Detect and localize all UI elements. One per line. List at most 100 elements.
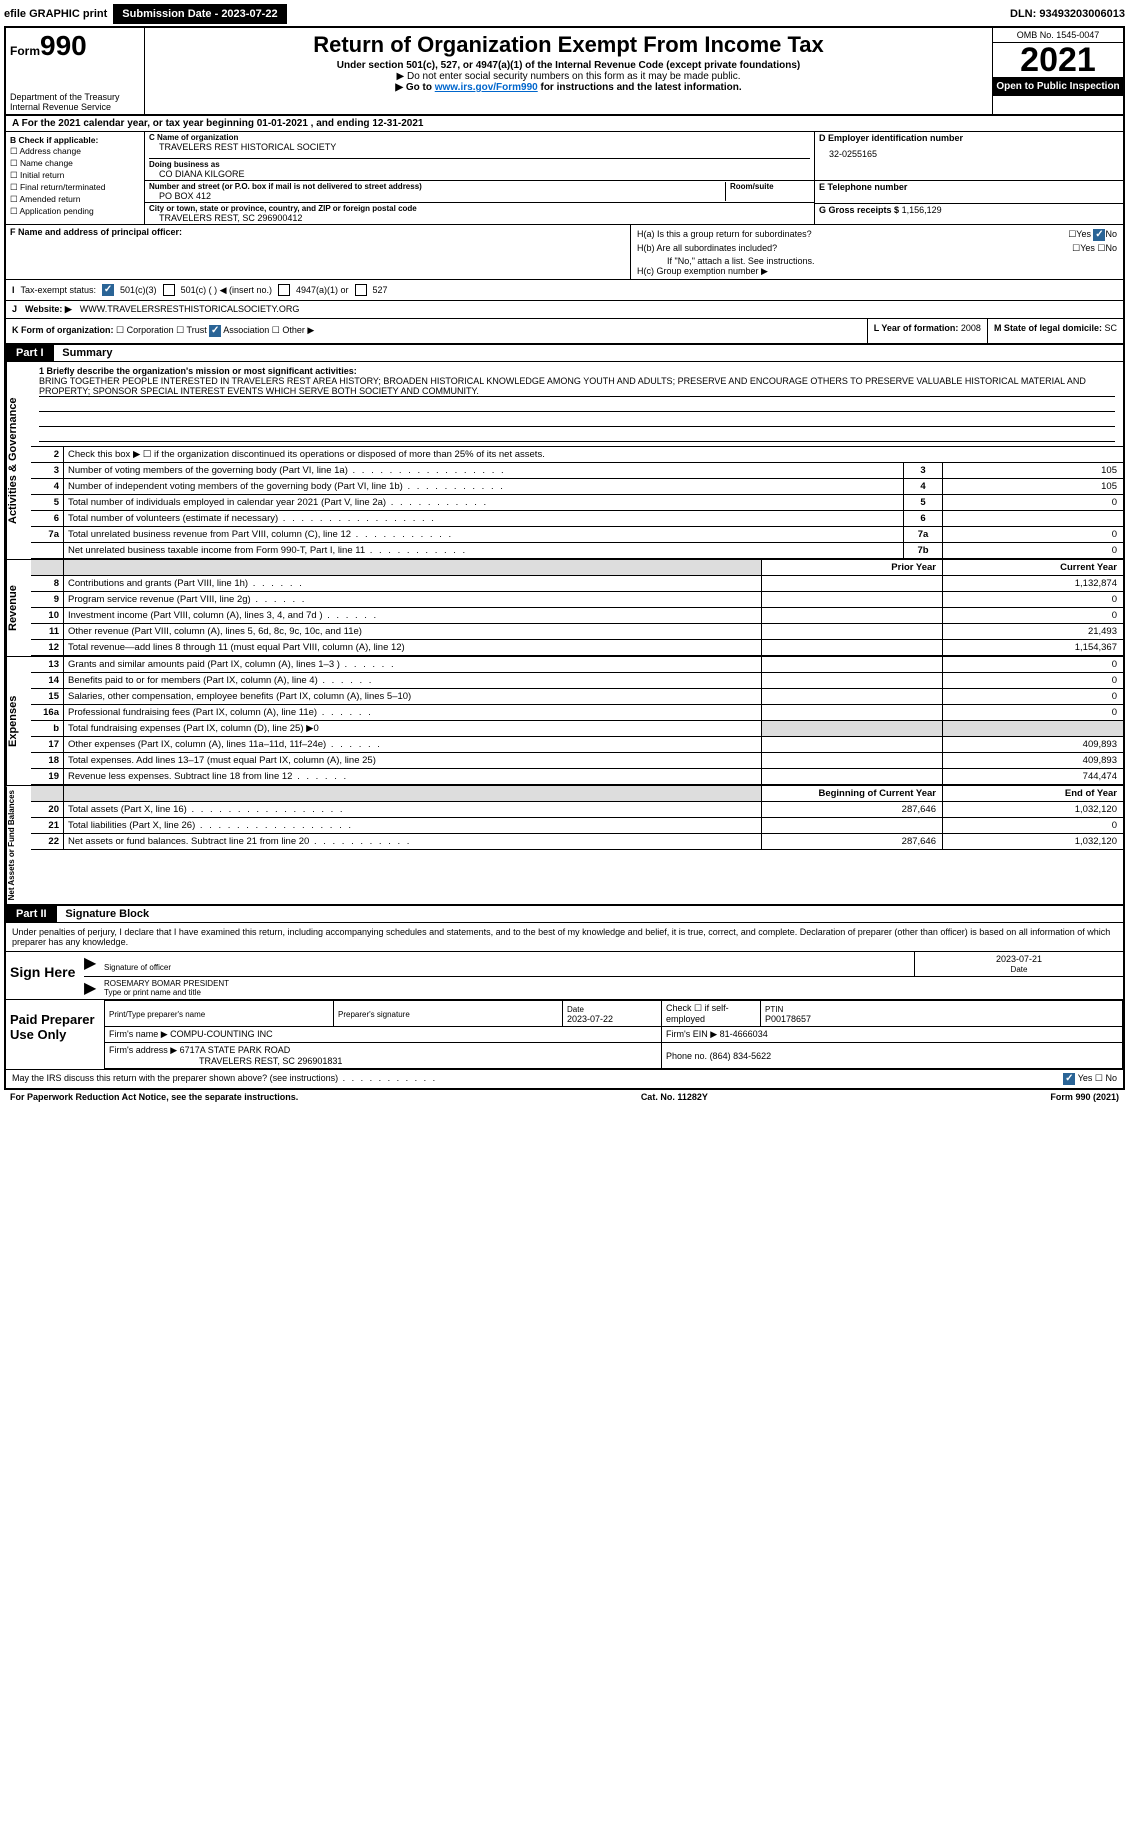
opt-527: 527 <box>373 285 388 295</box>
h-a-label: H(a) Is this a group return for subordin… <box>637 229 812 241</box>
opt-corp: Corporation <box>127 325 174 335</box>
self-employed-cell[interactable]: Check ☐ if self-employed <box>662 1001 761 1027</box>
checked-icon: ✓ <box>1093 229 1105 241</box>
ein-value: 32-0255165 <box>819 143 1119 159</box>
top-bar: efile GRAPHIC print Submission Date - 20… <box>4 4 1125 24</box>
h-b-label: H(b) Are all subordinates included? <box>637 243 777 254</box>
room-label: Room/suite <box>730 182 810 191</box>
opt-other: Other ▶ <box>282 325 314 335</box>
irs-link[interactable]: www.irs.gov/Form990 <box>435 82 538 93</box>
form-header: Form990 Department of the Treasury Inter… <box>6 28 1123 116</box>
unchecked-icon[interactable] <box>355 284 367 296</box>
footer: For Paperwork Reduction Act Notice, see … <box>4 1090 1125 1104</box>
end-year-header: End of Year <box>943 786 1124 802</box>
part1-badge: Part I <box>6 345 54 361</box>
form-title: Return of Organization Exempt From Incom… <box>151 32 986 58</box>
line-21-text: Total liabilities (Part X, line 26) <box>68 820 353 831</box>
ssn-note: ▶ Do not enter social security numbers o… <box>151 71 986 82</box>
preparer-date-cell: Date2023-07-22 <box>563 1001 662 1027</box>
opt-501c3: 501(c)(3) <box>120 285 157 295</box>
goto-post: for instructions and the latest informat… <box>538 82 742 93</box>
line-17-text: Other expenses (Part IX, column (A), lin… <box>68 739 382 750</box>
opt-4947: 4947(a)(1) or <box>296 285 349 295</box>
chk-initial-return[interactable]: Initial return <box>10 170 140 181</box>
chk-name-change[interactable]: Name change <box>10 158 140 169</box>
opt-trust: Trust <box>187 325 207 335</box>
cat-no: Cat. No. 11282Y <box>641 1092 708 1102</box>
ptin-cell: PTINP00178657 <box>761 1001 1123 1027</box>
netassets-table: Beginning of Current YearEnd of Year 20T… <box>31 786 1123 850</box>
city-value: TRAVELERS REST, SC 296900412 <box>149 213 810 223</box>
governance-label: Activities & Governance <box>6 362 31 559</box>
paid-preparer-row: Paid Preparer Use Only Print/Type prepar… <box>6 999 1123 1069</box>
column-b-checkboxes: B Check if applicable: Address change Na… <box>6 132 145 224</box>
street-label: Number and street (or P.O. box if mail i… <box>149 182 725 191</box>
h-b-answer: ☐Yes ☐No <box>1072 243 1117 254</box>
submission-date-button[interactable]: Submission Date - 2023-07-22 <box>113 4 286 24</box>
signature-field[interactable]: Signature of officer <box>100 952 914 976</box>
opt-501c: 501(c) ( ) ◀ (insert no.) <box>181 285 272 296</box>
mission-text: BRING TOGETHER PEOPLE INTERESTED IN TRAV… <box>39 376 1115 397</box>
part1-title: Summary <box>56 347 112 359</box>
opt-assoc: Association <box>223 325 269 335</box>
j-label: J <box>12 304 17 315</box>
expenses-table: 13Grants and similar amounts paid (Part … <box>31 657 1123 785</box>
street-value: PO BOX 412 <box>149 191 725 201</box>
sign-date: 2023-07-21Date <box>914 952 1123 976</box>
chk-final-return[interactable]: Final return/terminated <box>10 182 140 193</box>
form-number: 990 <box>40 30 87 61</box>
org-name-label: C Name of organization <box>149 133 810 142</box>
city-cell: City or town, state or province, country… <box>145 203 815 224</box>
website-row: J Website: ▶ WWW.TRAVELERSRESTHISTORICAL… <box>6 301 1123 319</box>
line-16a-text: Professional fundraising fees (Part IX, … <box>68 707 373 718</box>
k-right: L Year of formation: 2008 M State of leg… <box>867 319 1123 343</box>
gross-receipts-cell: G Gross receipts $ 1,156,129 <box>815 203 1123 224</box>
firm-address-cell: Firm's address ▶ 6717A STATE PARK ROADTR… <box>105 1043 662 1069</box>
header-left: Form990 Department of the Treasury Inter… <box>6 28 145 114</box>
dln-label: DLN: 93493203006013 <box>1010 8 1125 20</box>
phone-cell: E Telephone number <box>815 181 1123 203</box>
line-16b-text: Total fundraising expenses (Part IX, col… <box>68 723 319 734</box>
group-return-cell: H(a) Is this a group return for subordin… <box>631 225 1123 279</box>
declaration-text: Under penalties of perjury, I declare th… <box>6 923 1123 951</box>
line-7b-text: Net unrelated business taxable income fr… <box>68 545 467 556</box>
line-11-text: Other revenue (Part VIII, column (A), li… <box>68 626 362 637</box>
year-formation: L Year of formation: 2008 <box>867 319 987 343</box>
governance-table: 2Check this box ▶ ☐ if the organization … <box>31 447 1123 559</box>
line-9-text: Program service revenue (Part VIII, line… <box>68 594 306 605</box>
current-year-header: Current Year <box>943 560 1124 576</box>
chk-amended-return[interactable]: Amended return <box>10 194 140 205</box>
part2-title: Signature Block <box>59 908 149 920</box>
line-19-text: Revenue less expenses. Subtract line 18 … <box>68 771 348 782</box>
netassets-label: Net Assets or Fund Balances <box>6 786 31 904</box>
netassets-section: Net Assets or Fund Balances Beginning of… <box>6 786 1123 906</box>
unchecked-icon[interactable] <box>163 284 175 296</box>
arrow-icon: ▶ <box>84 952 100 976</box>
row-k-l-m: K Form of organization: ☐ Corporation ☐ … <box>6 319 1123 345</box>
chk-application-pending[interactable]: Application pending <box>10 206 140 217</box>
chk-address-change[interactable]: Address change <box>10 146 140 157</box>
dba-label: Doing business as <box>149 158 810 169</box>
line-3-text: Number of voting members of the governin… <box>68 465 506 476</box>
line-8-text: Contributions and grants (Part VIII, lin… <box>68 578 304 589</box>
unchecked-icon[interactable] <box>278 284 290 296</box>
line-22-text: Net assets or fund balances. Subtract li… <box>68 836 411 847</box>
line-10-text: Investment income (Part VIII, column (A)… <box>68 610 378 621</box>
firm-phone-cell: Phone no. (864) 834-5622 <box>662 1043 1123 1069</box>
org-name-cell: C Name of organization TRAVELERS REST HI… <box>145 132 815 181</box>
officer-label: F Name and address of principal officer: <box>10 227 182 237</box>
expenses-label: Expenses <box>6 657 31 785</box>
dba-value: CO DIANA KILGORE <box>149 169 810 179</box>
mission-label: 1 Briefly describe the organization's mi… <box>39 366 1115 376</box>
line-7a-text: Total unrelated business revenue from Pa… <box>68 529 453 540</box>
part2-badge: Part II <box>6 906 57 922</box>
sign-here-label: Sign Here <box>6 952 84 999</box>
org-name-value: TRAVELERS REST HISTORICAL SOCIETY <box>149 142 810 152</box>
goto-line: ▶ Go to www.irs.gov/Form990 for instruct… <box>151 82 986 93</box>
header-center: Return of Organization Exempt From Incom… <box>145 28 992 114</box>
paid-preparer-label: Paid Preparer Use Only <box>6 1000 104 1069</box>
discuss-text: May the IRS discuss this return with the… <box>12 1073 437 1083</box>
tax-year: 2021 <box>993 43 1123 77</box>
prior-year-header: Prior Year <box>762 560 943 576</box>
h-c-label: H(c) Group exemption number ▶ <box>637 266 1117 277</box>
